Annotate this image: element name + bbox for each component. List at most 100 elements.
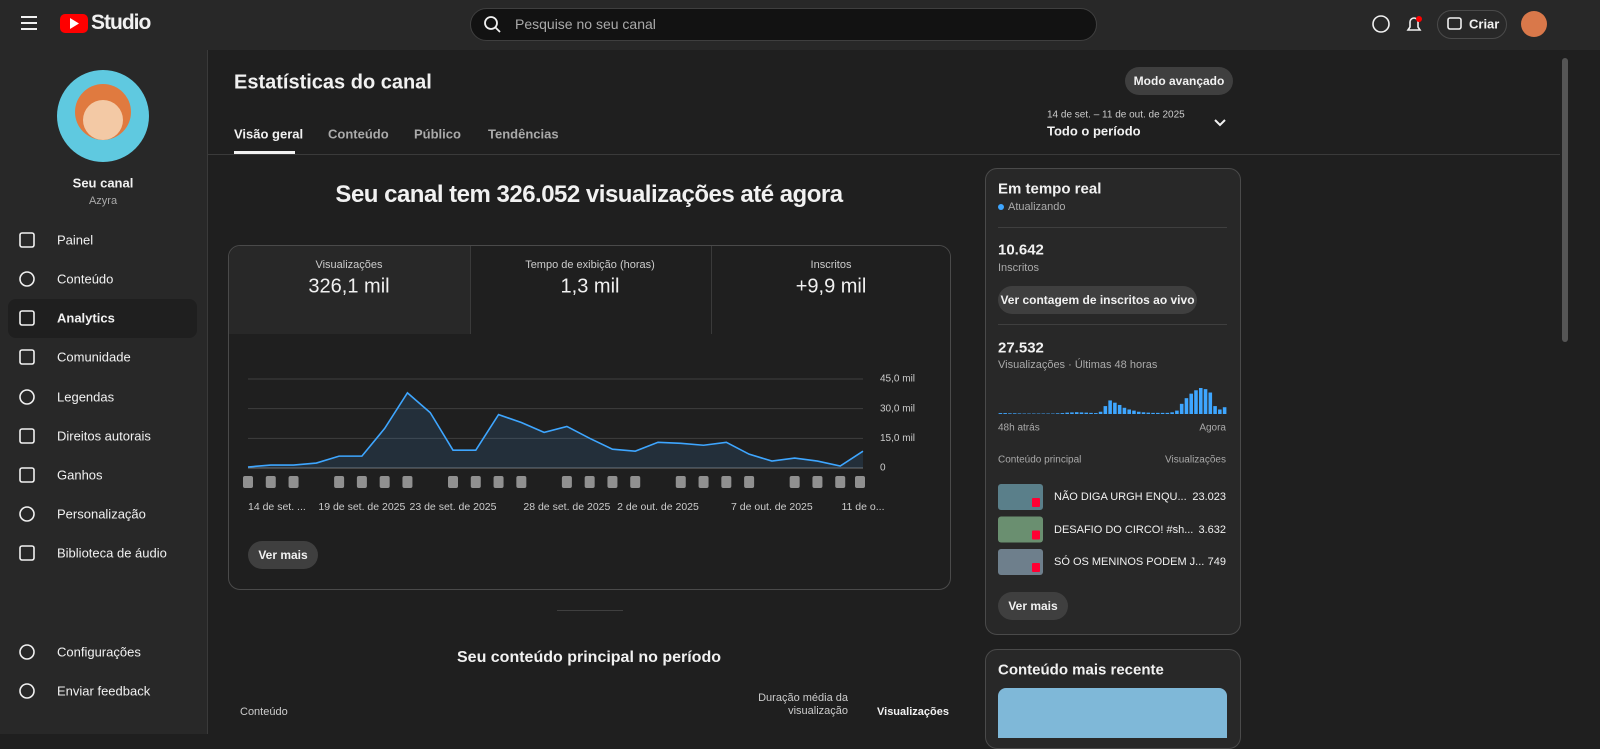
video-views: 3.632 — [1198, 524, 1226, 536]
video-marker[interactable] — [266, 476, 276, 488]
bar — [1218, 409, 1222, 414]
logo-text[interactable]: Studio — [91, 11, 150, 35]
video-marker[interactable] — [585, 476, 595, 488]
video-views: 749 — [1208, 556, 1226, 568]
see-more-button[interactable]: Ver mais — [248, 541, 318, 569]
page-title: Estatísticas do canal — [234, 72, 432, 95]
metric-value: 1,3 mil — [561, 276, 620, 299]
nav-icon — [20, 390, 34, 404]
chevron[interactable] — [1215, 120, 1225, 125]
video-marker[interactable] — [835, 476, 845, 488]
video-marker[interactable] — [289, 476, 299, 488]
video-marker[interactable] — [334, 476, 344, 488]
bar — [1213, 406, 1217, 414]
video-marker[interactable] — [402, 476, 412, 488]
nav-item[interactable]: Painel — [57, 233, 93, 248]
column-header: Visualizações — [877, 706, 949, 718]
nav-icon — [20, 507, 34, 521]
tab[interactable]: Conteúdo — [328, 127, 389, 142]
video-marker[interactable] — [630, 476, 640, 488]
see-more-button[interactable]: Ver mais — [998, 592, 1068, 620]
video-marker[interactable] — [855, 476, 865, 488]
list-header: Conteúdo principal — [998, 455, 1081, 466]
video-marker[interactable] — [357, 476, 367, 488]
video-marker[interactable] — [676, 476, 686, 488]
bar — [1008, 413, 1012, 414]
nav-item[interactable]: Configurações — [57, 645, 141, 660]
video-marker[interactable] — [562, 476, 572, 488]
help-icon[interactable] — [1373, 16, 1389, 32]
bar-end-label: Agora — [1199, 423, 1226, 434]
channel-title: Seu canal — [73, 176, 134, 191]
video-marker[interactable] — [744, 476, 754, 488]
bar-start-label: 48h atrás — [998, 423, 1040, 434]
bar — [1127, 409, 1131, 414]
nav-item[interactable]: Ganhos — [57, 468, 103, 483]
bar — [1108, 400, 1112, 414]
bar — [1089, 413, 1093, 414]
live-count-button[interactable]: Ver contagem de inscritos ao vivo — [998, 286, 1197, 314]
video-marker[interactable] — [448, 476, 458, 488]
column-header: Duração média da visualização — [753, 692, 848, 718]
bar — [1132, 411, 1136, 414]
x-tick-label: 7 de out. de 2025 — [731, 501, 813, 513]
x-tick-label: 19 de set. de 2025 — [318, 501, 405, 513]
status-dot — [998, 204, 1004, 210]
bar — [1161, 413, 1165, 414]
create-label[interactable]: Criar — [1469, 17, 1499, 32]
bar — [1194, 390, 1198, 414]
video-marker[interactable] — [721, 476, 731, 488]
nav-icon — [20, 546, 34, 560]
nav-item[interactable]: Direitos autorais — [57, 429, 151, 444]
nav-icon — [20, 350, 34, 364]
bar — [1123, 408, 1127, 414]
nav-icon — [20, 311, 34, 325]
nav-item[interactable]: Enviar feedback — [57, 684, 150, 699]
bar — [1003, 413, 1007, 414]
advanced-button[interactable]: Modo avançado — [1125, 67, 1233, 95]
video-title[interactable]: DESAFIO DO CIRCO! #sh... — [1054, 524, 1193, 536]
nav-icon — [20, 272, 34, 286]
channel-name: Azyra — [89, 195, 117, 207]
video-marker[interactable] — [699, 476, 709, 488]
bar — [1142, 412, 1146, 414]
bar — [1185, 398, 1189, 414]
period[interactable]: Todo o período — [1047, 124, 1141, 139]
bar — [1175, 411, 1179, 414]
nav-item[interactable]: Personalização — [57, 507, 146, 522]
bar — [1070, 412, 1074, 414]
video-marker[interactable] — [812, 476, 822, 488]
nav-item[interactable]: Legendas — [57, 390, 114, 405]
create-icon — [1448, 18, 1461, 29]
video-title[interactable]: SÓ OS MENINOS PODEM J... — [1054, 556, 1204, 568]
avatar[interactable] — [1521, 11, 1547, 37]
video-marker[interactable] — [494, 476, 504, 488]
video-marker[interactable] — [790, 476, 800, 488]
nav-icon — [20, 429, 34, 443]
video-marker[interactable] — [380, 476, 390, 488]
metric-value: +9,9 mil — [796, 276, 867, 299]
metric-label: Visualizações — [315, 259, 382, 271]
video-marker[interactable] — [607, 476, 617, 488]
nav-item[interactable]: Biblioteca de áudio — [57, 546, 167, 561]
tab[interactable]: Tendências — [488, 127, 559, 142]
nav-icon — [20, 468, 34, 482]
nav-item[interactable]: Conteúdo — [57, 272, 113, 287]
video-marker[interactable] — [471, 476, 481, 488]
video-title[interactable]: NÃO DIGA URGH ENQU... — [1054, 491, 1187, 503]
y-tick-label: 15,0 mil — [880, 433, 915, 444]
metric-label: Tempo de exibição (horas) — [525, 259, 655, 271]
bar — [1018, 413, 1022, 414]
nav-item[interactable]: Analytics — [57, 311, 115, 326]
video-marker[interactable] — [516, 476, 526, 488]
tab[interactable]: Visão geral — [234, 127, 303, 142]
menu-icon[interactable] — [21, 17, 37, 29]
video-views: 23.023 — [1192, 491, 1226, 503]
views-count: 27.532 — [998, 340, 1044, 357]
bar — [999, 413, 1003, 414]
video-marker[interactable] — [243, 476, 253, 488]
search-placeholder[interactable]: Pesquise no seu canal — [515, 16, 656, 32]
nav-item[interactable]: Comunidade — [57, 350, 131, 365]
tab[interactable]: Público — [414, 127, 461, 142]
